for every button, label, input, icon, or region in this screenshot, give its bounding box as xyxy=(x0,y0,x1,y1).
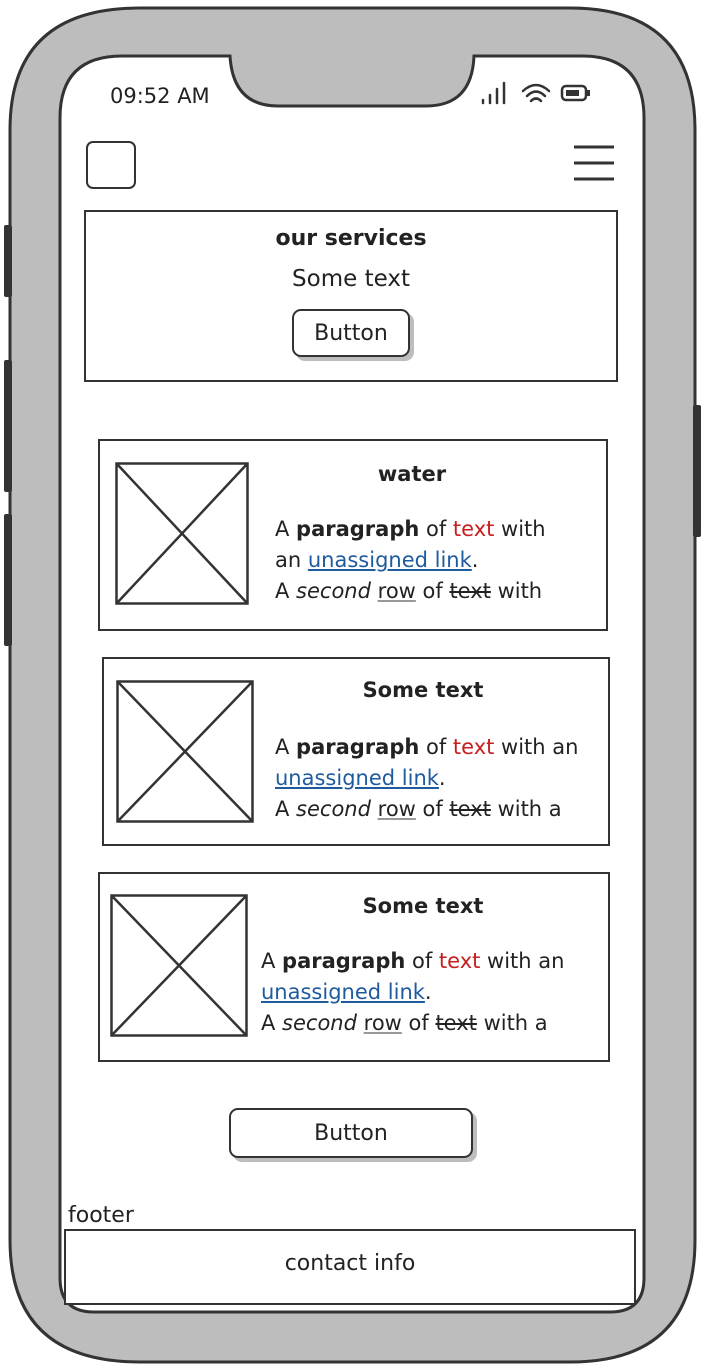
footer-label: footer xyxy=(68,1203,134,1228)
unassigned-link[interactable]: unassigned link xyxy=(261,980,425,1004)
card-title: water xyxy=(377,462,447,486)
footer xyxy=(64,1229,636,1305)
unassigned-link[interactable]: unassigned link xyxy=(275,766,439,790)
card-paragraph: A paragraph of text with an unassigned l… xyxy=(275,517,546,603)
logo-placeholder-icon[interactable] xyxy=(86,141,136,189)
card-paragraph: A paragraph of text with an unassigned l… xyxy=(261,949,565,1035)
status-icons xyxy=(481,81,590,105)
hamburger-menu-icon[interactable] xyxy=(572,144,616,184)
image-placeholder-icon xyxy=(115,462,249,605)
services-text: Some text xyxy=(292,266,410,292)
wifi-icon xyxy=(521,83,551,103)
card-title: Some text xyxy=(362,678,484,702)
card-paragraph: A paragraph of text with an unassigned l… xyxy=(275,735,579,821)
main-button[interactable]: Button xyxy=(229,1108,473,1158)
footer-contact-info: contact info xyxy=(284,1251,416,1276)
image-placeholder-icon xyxy=(116,680,254,823)
signal-icon xyxy=(481,81,506,105)
card-title: Some text xyxy=(362,894,484,918)
battery-icon xyxy=(560,84,590,102)
image-placeholder-icon xyxy=(110,894,248,1037)
services-title: our services xyxy=(275,226,427,251)
status-time: 09:52 AM xyxy=(110,84,210,108)
services-section xyxy=(84,210,618,382)
unassigned-link[interactable]: unassigned link xyxy=(307,548,472,572)
services-button[interactable]: Button xyxy=(292,309,410,357)
